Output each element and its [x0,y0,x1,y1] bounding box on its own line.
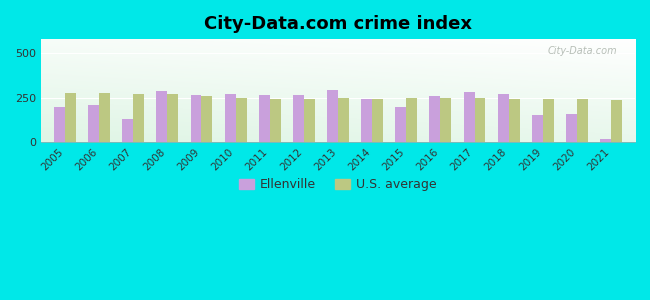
Bar [611,100,622,142]
Text: City-Data.com: City-Data.com [547,46,618,56]
Bar [372,98,383,142]
Bar [327,91,338,142]
Bar [225,94,235,142]
Bar [498,94,509,142]
Bar [190,95,202,142]
Bar [259,95,270,142]
Bar [167,94,178,142]
Title: City-Data.com crime index: City-Data.com crime index [204,15,472,33]
Bar [361,99,372,142]
Bar [509,98,519,142]
Bar [293,95,304,142]
Bar [600,139,611,142]
Bar [543,99,554,142]
Bar [532,115,543,142]
Bar [202,96,213,142]
Bar [338,98,349,142]
Legend: Ellenville, U.S. average: Ellenville, U.S. average [234,173,442,196]
Bar [577,99,588,142]
Bar [54,106,65,142]
Bar [270,98,281,142]
Bar [474,98,486,142]
Bar [395,107,406,142]
Bar [122,119,133,142]
Bar [65,93,76,142]
Bar [133,94,144,142]
Bar [463,92,474,142]
Bar [99,93,110,142]
Bar [235,98,246,142]
Bar [157,92,167,142]
Bar [441,98,451,142]
Bar [304,98,315,142]
Bar [566,114,577,142]
Bar [430,96,441,142]
Bar [406,98,417,142]
Bar [88,105,99,142]
